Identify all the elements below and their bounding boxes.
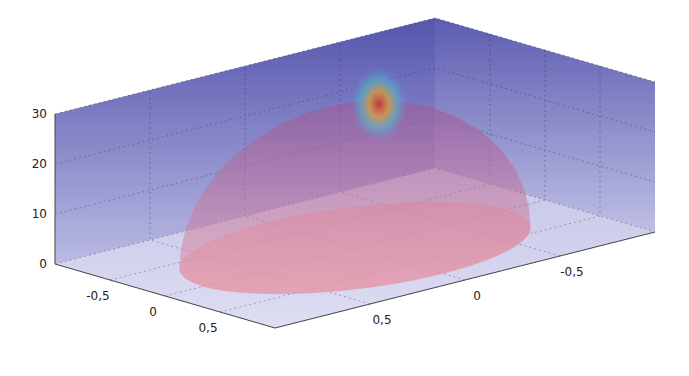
svg-text:10: 10 [32, 207, 47, 221]
svg-text:0: 0 [149, 305, 157, 319]
svg-text:0,5: 0,5 [372, 313, 391, 327]
svg-text:-0,5: -0,5 [86, 289, 109, 303]
svg-text:0,5: 0,5 [198, 321, 217, 335]
svg-text:-0,5: -0,5 [560, 265, 583, 279]
svg-text:20: 20 [32, 157, 47, 171]
svg-text:0: 0 [39, 257, 47, 271]
svg-text:0: 0 [473, 289, 481, 303]
svg-text:30: 30 [32, 107, 47, 121]
